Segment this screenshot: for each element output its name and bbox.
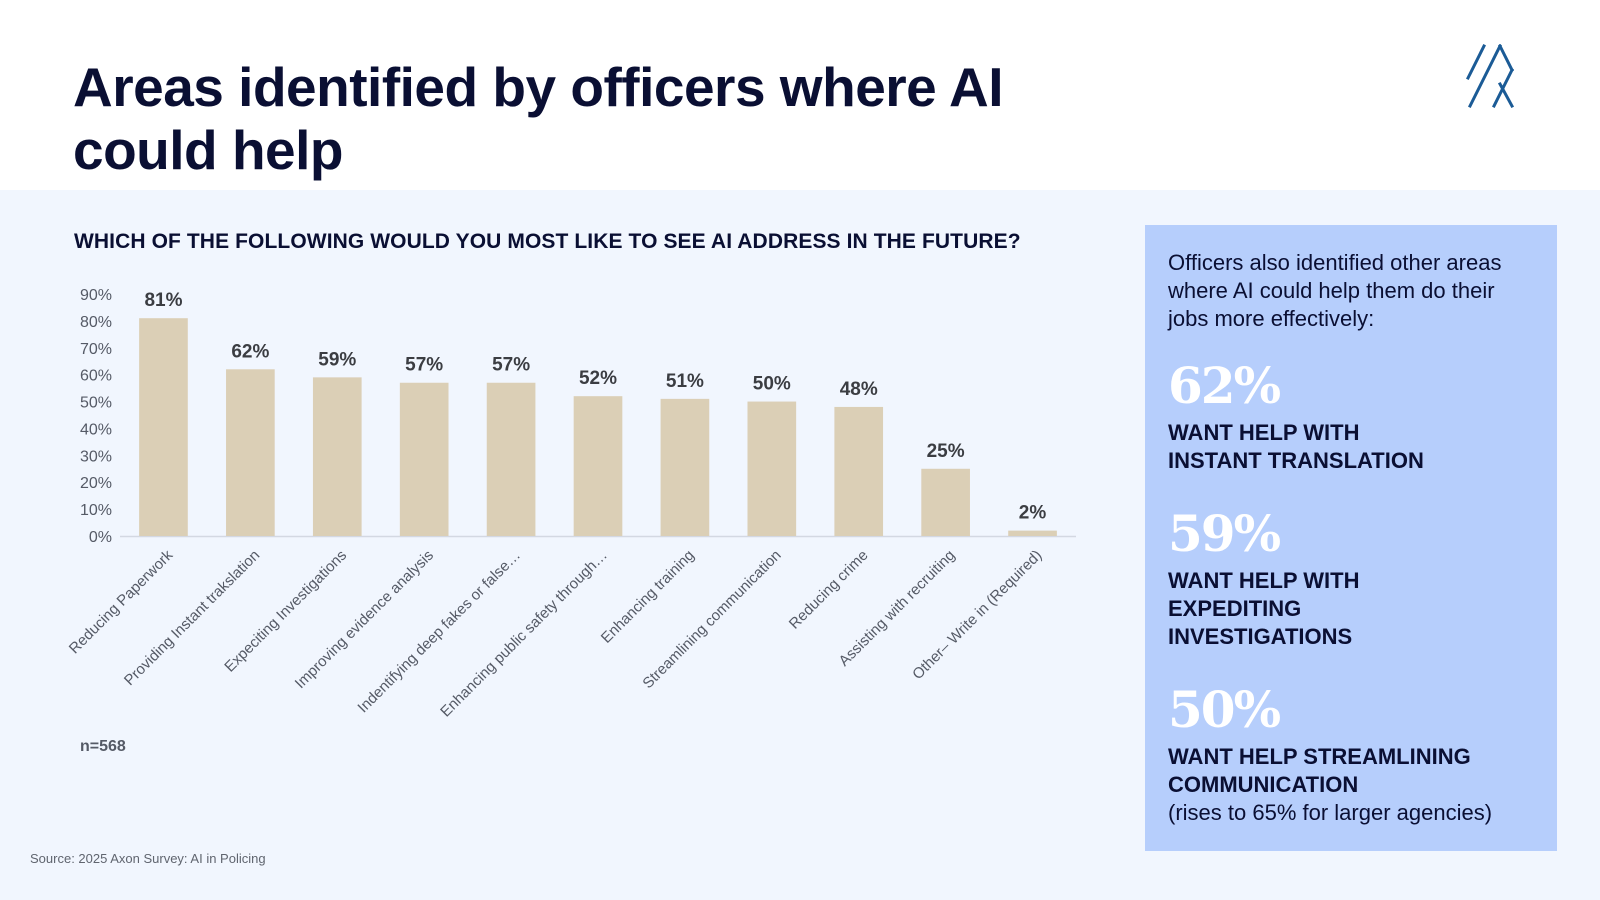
data-label: 57%	[405, 355, 443, 376]
bar	[1008, 530, 1057, 536]
sample-size: n=568	[80, 738, 126, 755]
stat-note: (rises to 65% for larger agencies)	[1168, 800, 1493, 825]
x-tick-label: Indentifying deep fakes or false…	[354, 547, 523, 716]
bar	[573, 396, 623, 536]
y-tick-label: 90%	[80, 287, 112, 304]
stat-label-line: INVESTIGATIONS	[1168, 624, 1353, 649]
y-tick-label: 70%	[80, 341, 112, 358]
y-tick-label: 80%	[80, 314, 112, 331]
data-label: 50%	[753, 374, 791, 395]
bar	[921, 468, 970, 536]
stats-list: 62% WANT HELP WITH INSTANT TRANSLATION 59% W…	[1168, 359, 1533, 827]
data-label: 25%	[927, 441, 965, 462]
y-tick-label: 50%	[80, 395, 112, 412]
stat-value: 62%	[1168, 356, 1281, 415]
bar	[399, 382, 449, 536]
x-tick-label: Reducing crime	[786, 547, 872, 633]
panel-intro: Officers also identified other areas whe…	[1168, 250, 1502, 331]
stat-item: 50% WANT HELP STREAMLINING COMMUNICATION (r…	[1168, 683, 1533, 827]
highlights-panel: Officers also identified other areas whe…	[1145, 225, 1557, 851]
y-tick-label: 40%	[80, 421, 112, 438]
x-tick-label: Streamlining communication	[639, 547, 784, 692]
stat-value: 59%	[1168, 504, 1281, 563]
data-label: 57%	[492, 355, 530, 376]
data-label: 62%	[231, 341, 269, 362]
x-tick-label: Improving evidence analysis	[292, 547, 437, 692]
bar	[486, 382, 536, 536]
data-label: 2%	[1019, 503, 1047, 524]
data-label: 52%	[579, 368, 617, 389]
stat-label-line: WANT HELP WITH	[1168, 568, 1360, 593]
bar	[834, 406, 884, 536]
page-title: Areas identified by officers where AI co…	[73, 56, 1004, 181]
bar	[660, 398, 710, 536]
brand-logo-icon	[1466, 44, 1515, 108]
stat-label: WANT HELP WITH INSTANT TRANSLATION	[1168, 419, 1533, 475]
stat-value: 50%	[1168, 680, 1281, 739]
stat-label: WANT HELP WITH EXPEDITING INVESTIGATIONS	[1168, 567, 1533, 651]
bar-chart: 0% 10% 20% 30% 40% 50% 60% 70% 80% 90% 81% Reducing…	[66, 287, 1076, 721]
y-tick-label: 20%	[80, 475, 112, 492]
header: Areas identified by officers where AI co…	[0, 0, 1600, 190]
y-tick-label: 60%	[80, 368, 112, 385]
x-tick-label: Enhancing training	[598, 547, 698, 647]
stat-label-line: EXPEDITING	[1168, 596, 1302, 621]
bar	[226, 369, 275, 536]
stat-item: 62% WANT HELP WITH INSTANT TRANSLATION	[1168, 359, 1533, 475]
bar	[139, 318, 188, 536]
data-label: 51%	[666, 371, 704, 392]
data-label: 48%	[840, 379, 878, 400]
data-label: 59%	[318, 349, 356, 370]
stat-item: 59% WANT HELP WITH EXPEDITING INVESTIGATION…	[1168, 507, 1533, 651]
stat-label-line: COMMUNICATION	[1168, 772, 1359, 797]
chart-question: WHICH OF THE FOLLOWING WOULD YOU MOST LI…	[74, 230, 1021, 253]
stat-label-line: WANT HELP STREAMLINING	[1168, 744, 1471, 769]
x-tick-label: Enhancing public safety through…	[437, 547, 611, 721]
y-tick-label: 0%	[89, 529, 112, 546]
stat-label-line: INSTANT TRANSLATION	[1168, 448, 1424, 473]
stat-label-line: WANT HELP WITH	[1168, 420, 1360, 445]
bar	[747, 401, 797, 536]
source-note: Source: 2025 Axon Survey: AI in Policing	[30, 851, 266, 866]
y-tick-label: 30%	[80, 448, 112, 465]
stat-label: WANT HELP STREAMLINING COMMUNICATION	[1168, 743, 1533, 799]
data-label: 81%	[144, 290, 182, 311]
bar	[312, 377, 362, 536]
y-tick-label: 10%	[80, 502, 112, 519]
